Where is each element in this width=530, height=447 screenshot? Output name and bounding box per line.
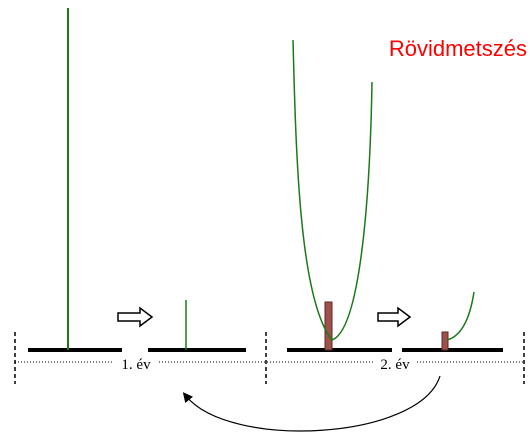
shoot (446, 291, 475, 341)
spur (324, 301, 333, 351)
year-label: 2. év (380, 357, 410, 373)
label-bg (373, 356, 417, 372)
shoot (292, 39, 373, 341)
arrow (117, 306, 154, 328)
boundaries (14, 332, 525, 384)
return-arrow (182, 375, 441, 432)
arrow (377, 306, 412, 328)
spur (441, 331, 449, 351)
year-label: 1. év (121, 357, 151, 373)
label-bg (114, 356, 158, 372)
title: Rövidmetszés (389, 36, 527, 61)
